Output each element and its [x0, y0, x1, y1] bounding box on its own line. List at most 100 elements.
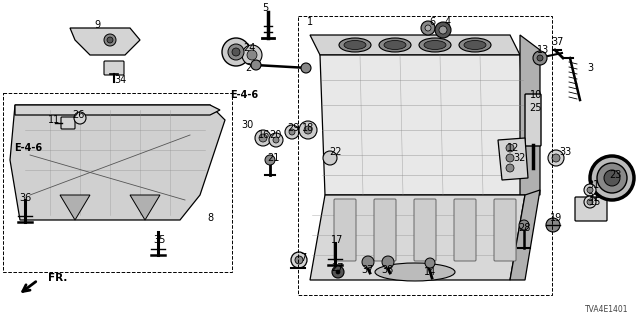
Polygon shape	[70, 28, 140, 55]
Circle shape	[273, 137, 279, 143]
Text: 21: 21	[267, 153, 279, 163]
Circle shape	[247, 50, 257, 60]
Text: 25: 25	[530, 103, 542, 113]
Text: 37: 37	[361, 265, 373, 275]
Polygon shape	[498, 138, 528, 180]
Text: 31: 31	[587, 193, 599, 203]
Text: 7: 7	[300, 253, 306, 263]
Circle shape	[537, 55, 543, 61]
Text: 28: 28	[518, 223, 530, 233]
Text: 23: 23	[609, 170, 621, 180]
Text: 38: 38	[381, 265, 393, 275]
Text: 10: 10	[530, 90, 542, 100]
Circle shape	[584, 196, 596, 208]
Text: 18: 18	[302, 123, 314, 133]
FancyBboxPatch shape	[494, 199, 516, 261]
FancyBboxPatch shape	[334, 199, 356, 261]
Polygon shape	[310, 195, 525, 280]
Text: 26: 26	[72, 110, 84, 120]
Circle shape	[435, 22, 451, 38]
Circle shape	[269, 133, 283, 147]
Text: TVA4E1401: TVA4E1401	[584, 305, 628, 314]
Polygon shape	[130, 195, 160, 220]
Circle shape	[587, 199, 593, 205]
Circle shape	[590, 156, 634, 200]
Polygon shape	[510, 190, 540, 280]
Circle shape	[584, 184, 596, 196]
Circle shape	[228, 44, 244, 60]
Text: 9: 9	[94, 20, 100, 30]
Ellipse shape	[375, 263, 455, 281]
Circle shape	[546, 218, 560, 232]
Circle shape	[259, 134, 267, 142]
Circle shape	[425, 258, 435, 268]
Circle shape	[232, 48, 240, 56]
Polygon shape	[60, 195, 90, 220]
Circle shape	[304, 126, 312, 134]
Text: E-4-6: E-4-6	[14, 143, 42, 153]
Circle shape	[74, 112, 86, 124]
FancyBboxPatch shape	[414, 199, 436, 261]
Text: E-4-6: E-4-6	[230, 90, 258, 100]
FancyBboxPatch shape	[525, 94, 541, 146]
Circle shape	[295, 256, 303, 264]
Circle shape	[552, 154, 560, 162]
Polygon shape	[15, 105, 220, 115]
Circle shape	[332, 266, 344, 278]
Ellipse shape	[464, 41, 486, 50]
Circle shape	[421, 21, 435, 35]
Circle shape	[439, 26, 447, 34]
Text: 30: 30	[241, 120, 253, 130]
FancyBboxPatch shape	[374, 199, 396, 261]
Ellipse shape	[339, 38, 371, 52]
Text: 11: 11	[48, 115, 60, 125]
Circle shape	[285, 125, 299, 139]
Circle shape	[362, 256, 374, 268]
Text: 33: 33	[559, 147, 571, 157]
Circle shape	[265, 155, 275, 165]
Text: 32: 32	[513, 153, 525, 163]
Circle shape	[382, 256, 394, 268]
Text: 15: 15	[589, 197, 601, 207]
Text: 20: 20	[269, 130, 281, 140]
FancyBboxPatch shape	[575, 197, 607, 221]
Circle shape	[506, 164, 514, 172]
Circle shape	[255, 130, 271, 146]
Text: 17: 17	[331, 235, 343, 245]
Circle shape	[506, 144, 514, 152]
Circle shape	[323, 151, 337, 165]
Ellipse shape	[419, 38, 451, 52]
Text: 24: 24	[243, 43, 255, 53]
Text: 8: 8	[207, 213, 213, 223]
Circle shape	[299, 121, 317, 139]
Text: 37: 37	[552, 37, 564, 47]
Polygon shape	[310, 35, 520, 55]
Circle shape	[506, 154, 514, 162]
Polygon shape	[320, 55, 525, 195]
Text: FR.: FR.	[48, 273, 67, 283]
Circle shape	[301, 63, 311, 73]
Circle shape	[289, 129, 295, 135]
Circle shape	[242, 45, 262, 65]
Polygon shape	[10, 105, 225, 220]
FancyBboxPatch shape	[61, 117, 75, 129]
Circle shape	[587, 187, 593, 193]
Text: 13: 13	[537, 45, 549, 55]
Ellipse shape	[344, 41, 366, 50]
Text: 12: 12	[507, 143, 519, 153]
Circle shape	[533, 51, 547, 65]
Circle shape	[548, 150, 564, 166]
Circle shape	[604, 170, 620, 186]
Ellipse shape	[459, 38, 491, 52]
Text: 29: 29	[287, 123, 299, 133]
Text: 16: 16	[258, 130, 270, 140]
FancyBboxPatch shape	[104, 61, 124, 75]
Text: 31: 31	[587, 180, 599, 190]
Circle shape	[107, 37, 113, 43]
Ellipse shape	[384, 41, 406, 50]
Text: 6: 6	[429, 17, 435, 27]
Polygon shape	[520, 35, 540, 195]
Circle shape	[425, 25, 431, 31]
Text: 22: 22	[329, 147, 341, 157]
Text: 1: 1	[307, 17, 313, 27]
